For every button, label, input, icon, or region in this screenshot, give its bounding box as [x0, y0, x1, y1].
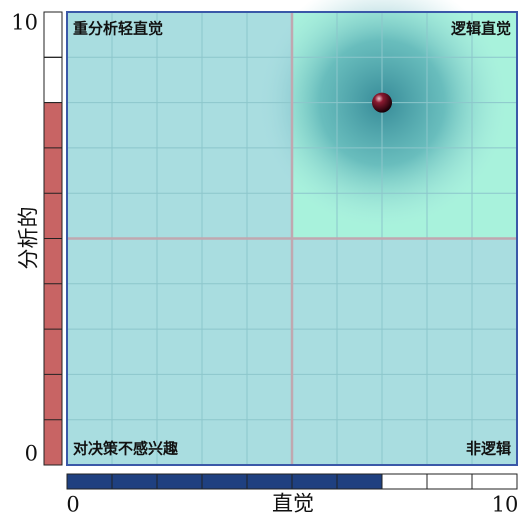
quadrant-label: 重分析轻直觉: [73, 20, 163, 38]
quadrant-label: 逻辑直觉: [451, 20, 511, 38]
y-axis-label: 分析的: [17, 207, 41, 270]
x-gauge-fill: [67, 474, 382, 489]
y-gauge-segment: [44, 57, 62, 102]
x-tick-label: 10: [492, 493, 519, 517]
quadrant-label: 对决策不感兴趣: [73, 440, 179, 458]
chart: 直觉 分析的 重分析轻直觉 逻辑直觉对决策不感兴趣 非逻辑 0 10 0 10: [0, 0, 523, 522]
x-tick-label: 0: [66, 493, 79, 517]
quadrant-label: 非逻辑: [466, 440, 511, 458]
y-gauge-segment: [44, 12, 62, 57]
data-point: [372, 93, 392, 113]
y-tick-label: 10: [11, 11, 38, 35]
y-tick-label: 0: [25, 442, 38, 466]
page: {"chart_data": {"type": "scatter", "x_la…: [0, 0, 523, 522]
x-axis-label: 直觉: [272, 492, 314, 516]
